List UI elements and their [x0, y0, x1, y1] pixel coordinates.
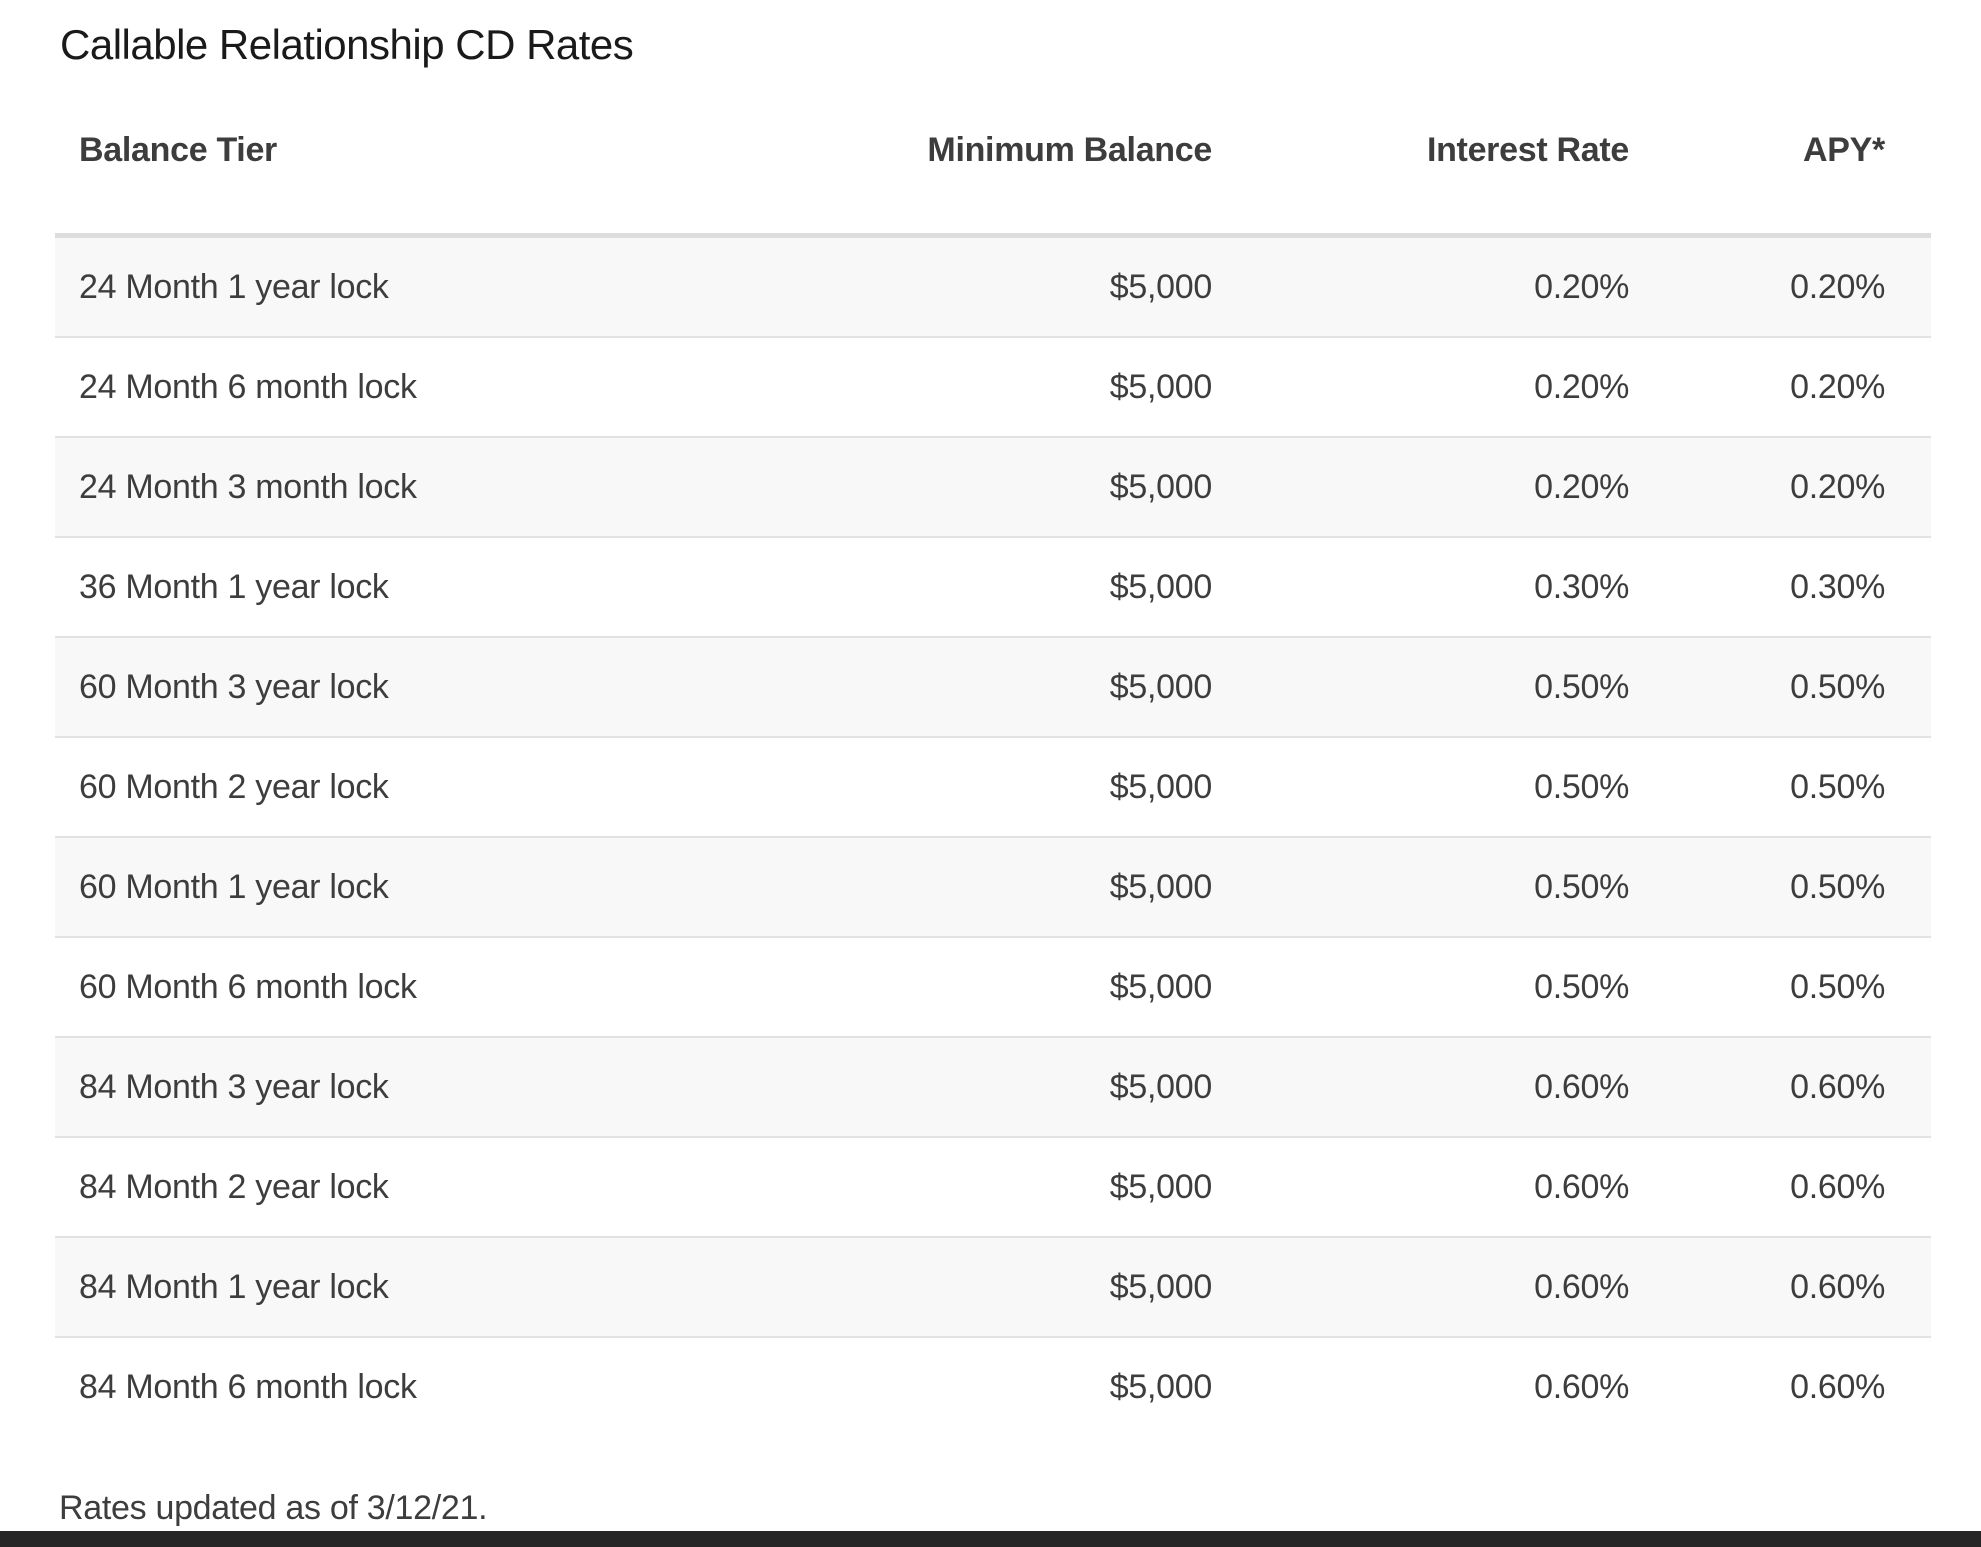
table-header-row: Balance Tier Minimum Balance Interest Ra…	[55, 68, 1931, 239]
table-row: 24 Month 6 month lock $5,000 0.20% 0.20%	[55, 337, 1931, 437]
cell-minimum-balance: $5,000	[1109, 767, 1213, 806]
cell-apy: 0.50%	[1790, 867, 1885, 906]
cell-interest-rate: 0.20%	[1534, 467, 1629, 506]
cell-apy: 0.60%	[1790, 1067, 1885, 1106]
table-row: 24 Month 3 month lock $5,000 0.20% 0.20%	[55, 437, 1931, 538]
cell-minimum-balance: $5,000	[1109, 467, 1213, 506]
cell-apy: 0.60%	[1790, 1367, 1885, 1406]
cell-minimum-balance: $5,000	[1109, 1367, 1213, 1406]
cell-apy: 0.20%	[1790, 367, 1885, 406]
page-title: Callable Relationship CD Rates	[60, 21, 634, 68]
table-row: 24 Month 1 year lock $5,000 0.20% 0.20%	[55, 235, 1931, 338]
cd-rates-table: Balance Tier Minimum Balance Interest Ra…	[55, 68, 1931, 1436]
cell-minimum-balance: $5,000	[1109, 367, 1213, 406]
table-row: 60 Month 1 year lock $5,000 0.50% 0.50%	[55, 837, 1931, 938]
cell-apy: 0.60%	[1790, 1167, 1885, 1206]
cell-balance-tier: 84 Month 6 month lock	[79, 1367, 417, 1406]
column-header-interest-rate: Interest Rate	[1236, 68, 1653, 239]
column-header-balance-tier: Balance Tier	[55, 68, 755, 239]
bottom-bar	[0, 1531, 1981, 1547]
cell-minimum-balance: $5,000	[1109, 567, 1213, 606]
cell-minimum-balance: $5,000	[1109, 1167, 1213, 1206]
cell-interest-rate: 0.60%	[1534, 1367, 1629, 1406]
cell-interest-rate: 0.50%	[1534, 667, 1629, 706]
cell-minimum-balance: $5,000	[1109, 1267, 1213, 1306]
cell-interest-rate: 0.30%	[1534, 567, 1629, 606]
cell-minimum-balance: $5,000	[1109, 1067, 1213, 1106]
cell-balance-tier: 84 Month 3 year lock	[79, 1067, 389, 1106]
cell-balance-tier: 60 Month 6 month lock	[79, 967, 417, 1006]
cell-balance-tier: 84 Month 2 year lock	[79, 1167, 389, 1206]
cell-balance-tier: 24 Month 6 month lock	[79, 367, 417, 406]
cell-balance-tier: 60 Month 2 year lock	[79, 767, 389, 806]
cell-interest-rate: 0.60%	[1534, 1067, 1629, 1106]
column-header-apy: APY*	[1653, 68, 1931, 239]
cell-minimum-balance: $5,000	[1109, 667, 1213, 706]
cell-interest-rate: 0.60%	[1534, 1267, 1629, 1306]
table-row: 60 Month 3 year lock $5,000 0.50% 0.50%	[55, 637, 1931, 738]
column-header-minimum-balance: Minimum Balance	[755, 68, 1236, 239]
cell-interest-rate: 0.50%	[1534, 767, 1629, 806]
cell-balance-tier: 84 Month 1 year lock	[79, 1267, 389, 1306]
cell-apy: 0.20%	[1790, 467, 1885, 506]
table-row: 60 Month 2 year lock $5,000 0.50% 0.50%	[55, 737, 1931, 837]
cell-minimum-balance: $5,000	[1109, 867, 1213, 906]
table-row: 84 Month 3 year lock $5,000 0.60% 0.60%	[55, 1037, 1931, 1138]
cell-balance-tier: 60 Month 3 year lock	[79, 667, 389, 706]
cell-minimum-balance: $5,000	[1109, 967, 1213, 1006]
cell-apy: 0.30%	[1790, 567, 1885, 606]
cell-apy: 0.60%	[1790, 1267, 1885, 1306]
cell-interest-rate: 0.20%	[1534, 367, 1629, 406]
table-row: 84 Month 1 year lock $5,000 0.60% 0.60%	[55, 1237, 1931, 1338]
cell-apy: 0.50%	[1790, 967, 1885, 1006]
table-row: 60 Month 6 month lock $5,000 0.50% 0.50%	[55, 937, 1931, 1037]
cell-balance-tier: 60 Month 1 year lock	[79, 867, 389, 906]
table-row: 36 Month 1 year lock $5,000 0.30% 0.30%	[55, 537, 1931, 637]
cell-minimum-balance: $5,000	[1109, 267, 1213, 306]
rates-updated-note: Rates updated as of 3/12/21.	[59, 1489, 488, 1528]
cell-apy: 0.20%	[1790, 267, 1885, 306]
table-row: 84 Month 6 month lock $5,000 0.60% 0.60%	[55, 1337, 1931, 1436]
cell-interest-rate: 0.50%	[1534, 867, 1629, 906]
cell-interest-rate: 0.50%	[1534, 967, 1629, 1006]
cell-interest-rate: 0.20%	[1534, 267, 1629, 306]
table-row: 84 Month 2 year lock $5,000 0.60% 0.60%	[55, 1137, 1931, 1237]
cell-apy: 0.50%	[1790, 667, 1885, 706]
cell-balance-tier: 24 Month 1 year lock	[79, 267, 389, 306]
table-body: 24 Month 1 year lock $5,000 0.20% 0.20% …	[55, 235, 1931, 1437]
cell-interest-rate: 0.60%	[1534, 1167, 1629, 1206]
cell-balance-tier: 24 Month 3 month lock	[79, 467, 417, 506]
cell-apy: 0.50%	[1790, 767, 1885, 806]
table-header: Balance Tier Minimum Balance Interest Ra…	[55, 68, 1931, 239]
cell-balance-tier: 36 Month 1 year lock	[79, 567, 389, 606]
